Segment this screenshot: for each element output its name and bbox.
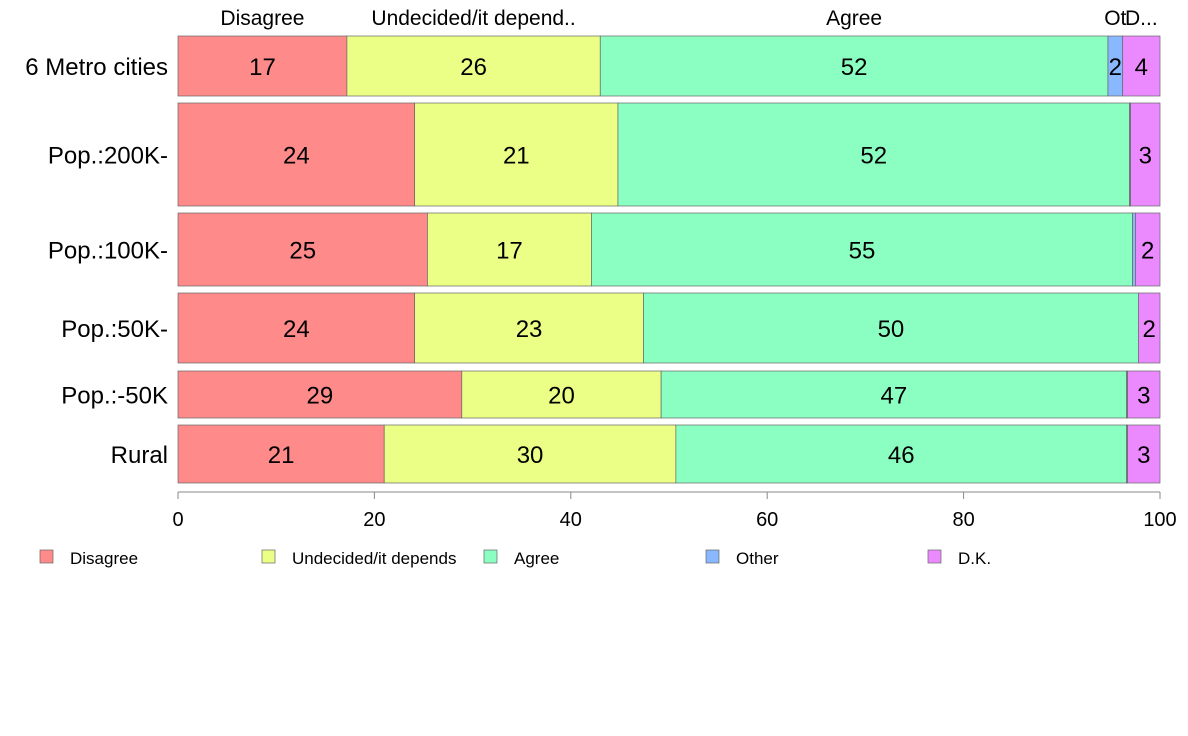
bar-segment <box>660 370 1127 419</box>
data-label: 4 <box>1135 54 1148 81</box>
bar-segment <box>414 102 619 207</box>
legend-label: Undecided/it depends <box>292 549 456 568</box>
data-label: 50 <box>878 316 905 343</box>
legend-swatch <box>483 549 498 564</box>
data-label: 52 <box>841 54 868 81</box>
data-label: 24 <box>283 143 310 170</box>
data-label: 3 <box>1137 383 1150 410</box>
category-label: Pop.:-50K <box>61 383 168 410</box>
data-label: 47 <box>881 383 908 410</box>
legend-label: Agree <box>514 549 559 568</box>
legend-swatch <box>39 549 54 564</box>
category-label: Rural <box>111 442 168 469</box>
series-top-label: Agree <box>826 7 882 30</box>
data-label: 23 <box>516 316 543 343</box>
bar-segment <box>346 35 601 97</box>
bar-segment <box>177 212 428 287</box>
data-label: 29 <box>307 383 334 410</box>
series-top-label: Ot <box>1104 7 1126 30</box>
bar-segment <box>1130 102 1161 207</box>
data-label: 30 <box>517 442 544 469</box>
bar-segment <box>617 102 1130 207</box>
x-tick-label: 60 <box>756 509 778 531</box>
bar-segment <box>1122 35 1161 97</box>
series-top-label: D... <box>1125 7 1158 30</box>
data-label: 2 <box>1141 238 1154 265</box>
data-label: 55 <box>849 238 876 265</box>
bar-segment <box>177 370 463 419</box>
legend-swatch <box>705 549 720 564</box>
legend-label: Disagree <box>70 549 138 568</box>
data-label: 21 <box>503 143 530 170</box>
x-tick-label: 80 <box>952 509 974 531</box>
bar-segment <box>383 424 677 484</box>
series-top-label: Disagree <box>220 7 304 30</box>
bar-segment <box>427 212 592 287</box>
data-label: 46 <box>888 442 915 469</box>
category-label: Pop.:50K- <box>61 316 168 343</box>
bar-segment <box>1135 212 1161 287</box>
data-label: 25 <box>289 238 316 265</box>
bar-segment <box>177 35 348 97</box>
bar-segment <box>1127 424 1161 484</box>
data-label: 2 <box>1143 316 1156 343</box>
data-label: 3 <box>1137 442 1150 469</box>
bar-segment <box>461 370 662 419</box>
legend-swatch <box>927 549 942 564</box>
legend-label: D.K. <box>958 549 991 568</box>
data-label: 17 <box>496 238 523 265</box>
bar-segment <box>414 292 644 364</box>
data-label: 52 <box>860 143 887 170</box>
bar-segment <box>177 424 385 484</box>
series-top-label: Undecided/it depend.. <box>371 7 575 30</box>
category-label: 6 Metro cities <box>25 54 168 81</box>
x-tick-label: 20 <box>363 509 385 531</box>
category-label: Pop.:100K- <box>48 238 168 265</box>
bar-segment <box>1138 292 1161 364</box>
x-tick-label: 40 <box>560 509 582 531</box>
bar-segment <box>643 292 1139 364</box>
bar-segment <box>177 102 416 207</box>
bar-segment <box>591 212 1133 287</box>
data-label: 20 <box>548 383 575 410</box>
data-label: 26 <box>460 54 487 81</box>
legend-swatch <box>261 549 276 564</box>
x-tick-label: 0 <box>172 509 183 531</box>
data-label: 24 <box>283 316 310 343</box>
data-label: 2 <box>1109 54 1122 81</box>
bar-segment <box>1132 212 1136 287</box>
data-label: 17 <box>249 54 276 81</box>
data-label: 3 <box>1139 143 1152 170</box>
category-label: Pop.:200K- <box>48 143 168 170</box>
legend-label: Other <box>736 549 779 568</box>
bar-segment <box>675 424 1127 484</box>
data-label: 21 <box>268 442 295 469</box>
x-tick-label: 100 <box>1143 509 1176 531</box>
bar-segment <box>599 35 1109 97</box>
bar-segment <box>1127 370 1161 419</box>
